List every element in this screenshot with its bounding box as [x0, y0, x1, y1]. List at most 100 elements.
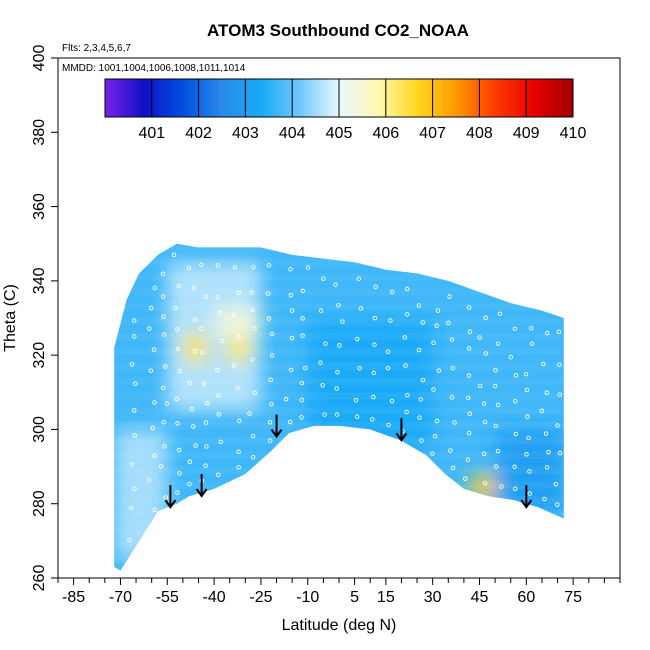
sample-marker [152, 400, 157, 405]
sample-marker [334, 386, 339, 391]
sample-marker [289, 335, 295, 341]
sample-marker [335, 369, 340, 375]
sample-marker [446, 320, 451, 326]
colorbar-tick-label: 402 [185, 125, 212, 142]
sample-marker [318, 308, 324, 313]
field-band [114, 243, 564, 252]
sample-marker [447, 448, 453, 453]
sample-marker [492, 383, 498, 389]
sample-marker [204, 444, 209, 449]
sample-marker [150, 425, 155, 431]
sample-marker [287, 419, 293, 425]
sample-marker [450, 465, 456, 471]
sample-marker [508, 354, 514, 360]
field-band [114, 466, 564, 474]
colorbar-tick-label: 410 [560, 125, 587, 142]
sample-marker [231, 312, 237, 318]
y-axis: 260 280 300 320 340 360 380 400 [31, 45, 58, 591]
sample-marker [305, 265, 311, 270]
sample-marker [175, 490, 180, 495]
sample-marker [555, 423, 560, 428]
field-region [114, 429, 168, 560]
sample-marker [557, 362, 562, 367]
sample-marker [385, 365, 391, 371]
sample-marker [526, 435, 531, 441]
sample-marker [483, 315, 488, 321]
sample-marker [176, 283, 181, 289]
sample-marker [163, 495, 168, 500]
sample-marker [432, 434, 438, 439]
sample-marker [555, 502, 560, 507]
sample-marker [171, 252, 177, 258]
sample-marker [435, 308, 441, 313]
sample-marker [151, 347, 157, 352]
sample-marker [160, 271, 166, 276]
sample-marker [466, 395, 471, 401]
sample-marker [191, 285, 197, 291]
sample-marker [481, 451, 487, 456]
sample-marker [416, 303, 422, 308]
field-band [114, 362, 564, 370]
y-tick-label: 300 [31, 416, 48, 443]
sample-marker [404, 409, 409, 415]
field-band [114, 318, 564, 326]
sample-marker [336, 303, 341, 308]
sample-marker [544, 465, 550, 470]
sample-marker [190, 424, 196, 429]
sample-marker [357, 365, 362, 371]
flights-annotation: Flts: 2,3,4,5,6,7 [62, 43, 131, 54]
sample-marker [482, 481, 488, 486]
field-band [114, 555, 564, 564]
sample-marker [205, 400, 210, 406]
sample-marker [131, 318, 137, 323]
sample-marker [236, 290, 241, 295]
sample-marker [512, 326, 518, 332]
arrows [164, 414, 533, 509]
x-tick-label: -10 [296, 589, 319, 606]
field-band [114, 422, 564, 430]
sample-marker [215, 367, 220, 373]
x-axis-label: Latitude (deg N) [282, 617, 397, 634]
sample-marker [495, 448, 501, 454]
sample-marker [236, 449, 241, 455]
sample-marker [450, 365, 456, 371]
sample-marker [148, 305, 154, 311]
sample-marker [467, 329, 473, 334]
colorbar-tick-label: 401 [138, 125, 165, 142]
sample-marker [303, 365, 308, 371]
sample-marker [193, 443, 198, 448]
arrow-head [195, 488, 208, 498]
sample-marker [524, 387, 530, 393]
sample-marker [334, 412, 340, 417]
sample-marker [161, 419, 166, 425]
sample-marker [434, 323, 439, 329]
sample-marker [449, 337, 455, 342]
sample-marker [493, 368, 498, 373]
sample-marker [237, 418, 242, 424]
sample-marker [323, 341, 328, 346]
sample-marker [525, 414, 530, 420]
sample-marker [389, 398, 395, 404]
sample-marker [493, 423, 499, 429]
sample-marker [299, 415, 304, 420]
sample-marker [529, 325, 534, 331]
sample-marker [162, 444, 167, 449]
sample-marker [300, 288, 306, 294]
sample-marker [524, 452, 529, 457]
sample-marker [483, 351, 488, 356]
sample-marker [300, 333, 305, 338]
sample-marker [371, 370, 377, 376]
colorbar-tick-label: 404 [279, 125, 306, 142]
sample-marker [373, 284, 378, 290]
arrow-head [164, 499, 177, 509]
sample-marker [269, 402, 274, 407]
sample-marker [162, 332, 167, 337]
sample-marker [477, 383, 483, 389]
sample-marker [541, 361, 546, 367]
sample-marker [215, 295, 220, 300]
field-band [114, 332, 564, 341]
sample-marker [187, 481, 192, 487]
sample-marker [203, 294, 208, 300]
field-region [495, 429, 564, 512]
